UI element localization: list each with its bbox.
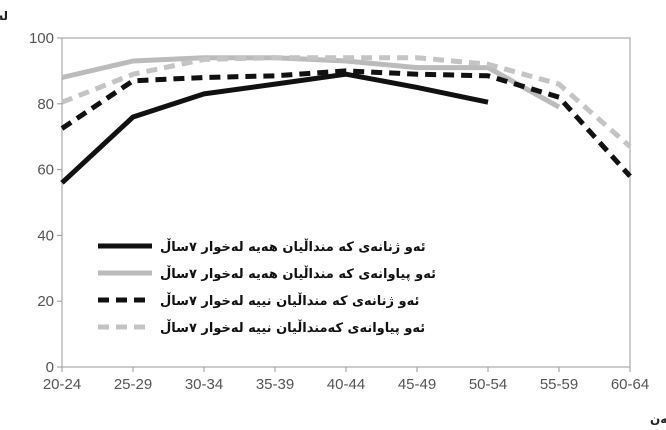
y-axis-title: لەسەدا	[0, 9, 8, 23]
plot-area-border	[61, 37, 631, 368]
legend: ئەو ژنانەی کە منداڵیان هەیە لەخوار ٧ساڵ ئ…	[98, 238, 436, 336]
legend-label-1: ئەو ژنانەی کە منداڵیان هەیە لەخوار ٧ساڵ	[160, 238, 426, 255]
x-tick-label: 20-24	[43, 376, 81, 393]
x-axis-title: تەمەن	[650, 412, 666, 426]
x-tick-label: 45-49	[398, 376, 436, 393]
series-lines	[60, 55, 632, 185]
series-line-3	[60, 68, 632, 178]
x-tick-label: 55-59	[540, 376, 578, 393]
plot-frame	[61, 37, 631, 368]
x-tick-label: 25-29	[114, 376, 152, 393]
y-tick-label: 0	[46, 359, 54, 376]
y-tick-label: 100	[29, 30, 54, 47]
y-tick-label: 80	[37, 96, 54, 113]
series-line-1	[60, 71, 489, 185]
legend-label-4: ئەو پیاوانەی کەمنداڵیان نییە لەخوار ٧ساڵ	[160, 319, 425, 336]
legend-label-2: ئەو پیاوانەی کە منداڵیان هەیە لەخوار ٧سا…	[160, 265, 436, 282]
y-tick-label: 40	[37, 227, 54, 244]
x-tick-label: 35-39	[256, 376, 294, 393]
legend-label-3: ئەو ژنانەی کە منداڵیان نییە لەخوار ٧ساڵ	[160, 292, 419, 309]
x-tick-label: 30-34	[185, 376, 223, 393]
x-tick-label: 40-44	[327, 376, 365, 393]
y-tick-label: 20	[37, 293, 54, 310]
x-tick-label: 60-64	[611, 376, 649, 393]
y-tick-label: 60	[37, 162, 54, 179]
series-line-4	[61, 55, 632, 149]
axis-ticks: 0 20 40 60 80 100 20-24 25-29 30-34 35-39 40-44 45-…	[29, 30, 649, 393]
x-tick-label: 50-54	[469, 376, 507, 393]
